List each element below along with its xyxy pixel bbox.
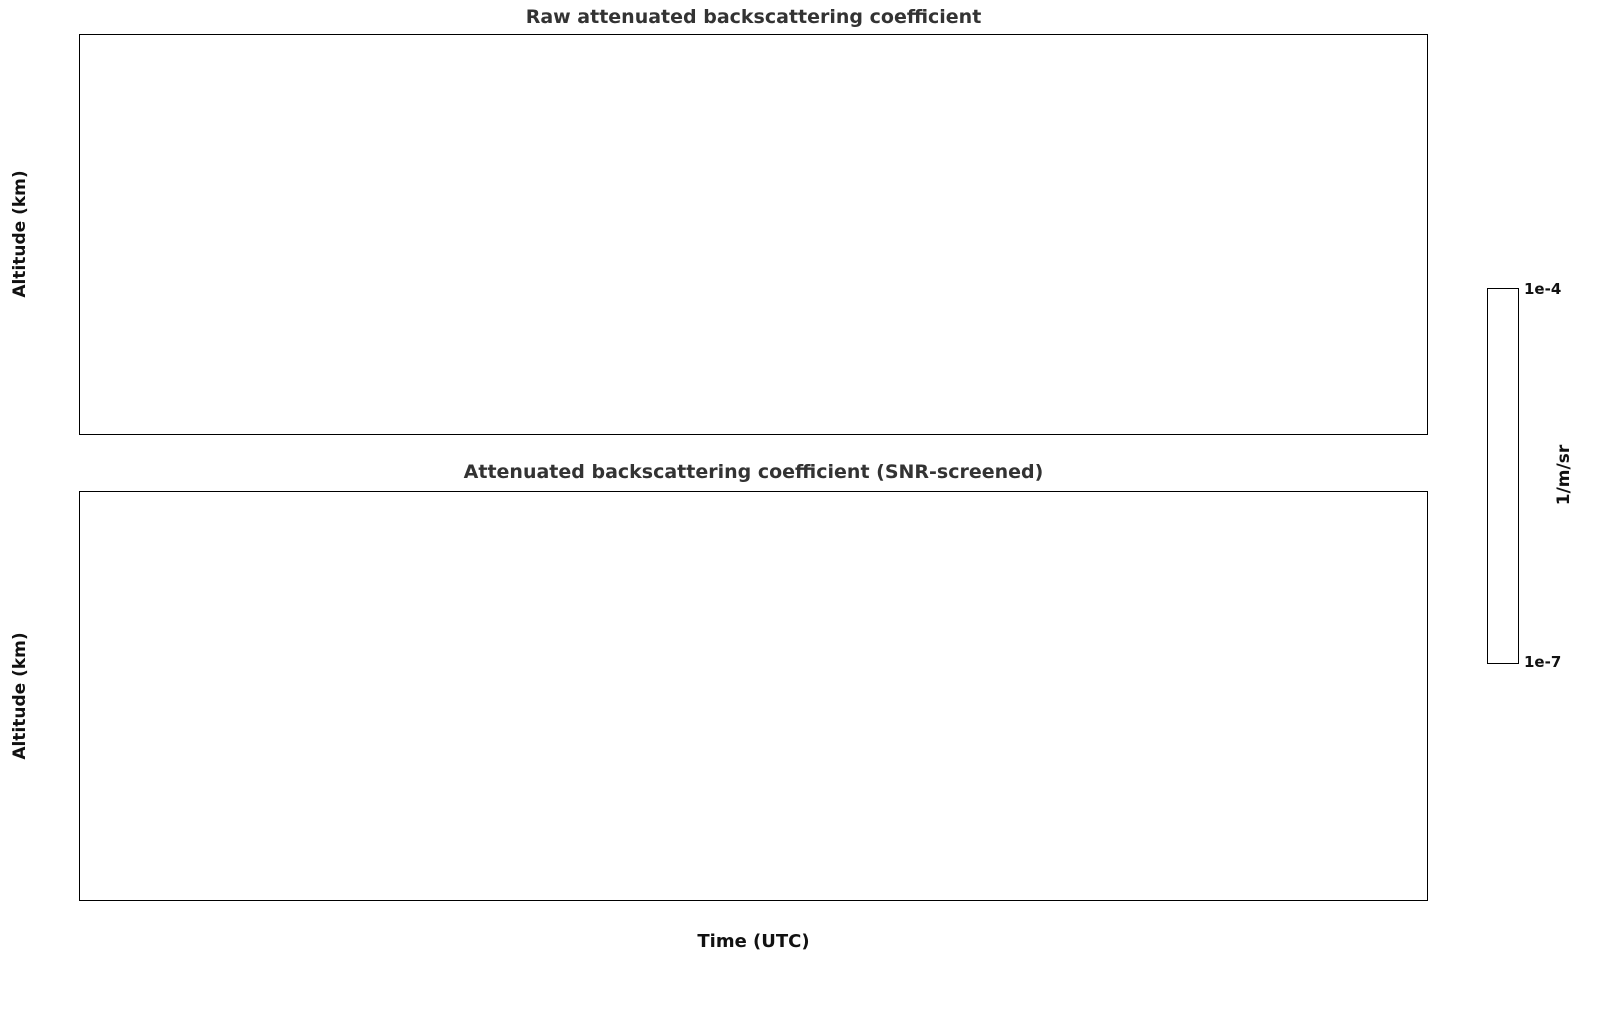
panel1-title: Raw attenuated backscattering coefficien… bbox=[525, 6, 982, 28]
colorbar bbox=[1487, 288, 1519, 664]
panel1-plot-area bbox=[78, 33, 1428, 435]
colorbar-max-label: 1e-4 bbox=[1524, 280, 1562, 298]
panel1-y-axis-label: Altitude (km) bbox=[10, 170, 30, 298]
x-axis-label: Time (UTC) bbox=[697, 931, 810, 952]
raw-heatmap-canvas bbox=[79, 34, 1427, 434]
colorbar-min-label: 1e-7 bbox=[1524, 653, 1562, 671]
panel2-title: Attenuated backscattering coefficient (S… bbox=[463, 461, 1044, 483]
colorbar-gradient bbox=[1488, 289, 1518, 663]
panel2-y-axis-label: Altitude (km) bbox=[10, 632, 30, 760]
screened-heatmap-canvas bbox=[79, 491, 1427, 900]
colorbar-unit-label: 1/m/sr bbox=[1554, 444, 1574, 506]
panel2-plot-area bbox=[78, 490, 1428, 901]
